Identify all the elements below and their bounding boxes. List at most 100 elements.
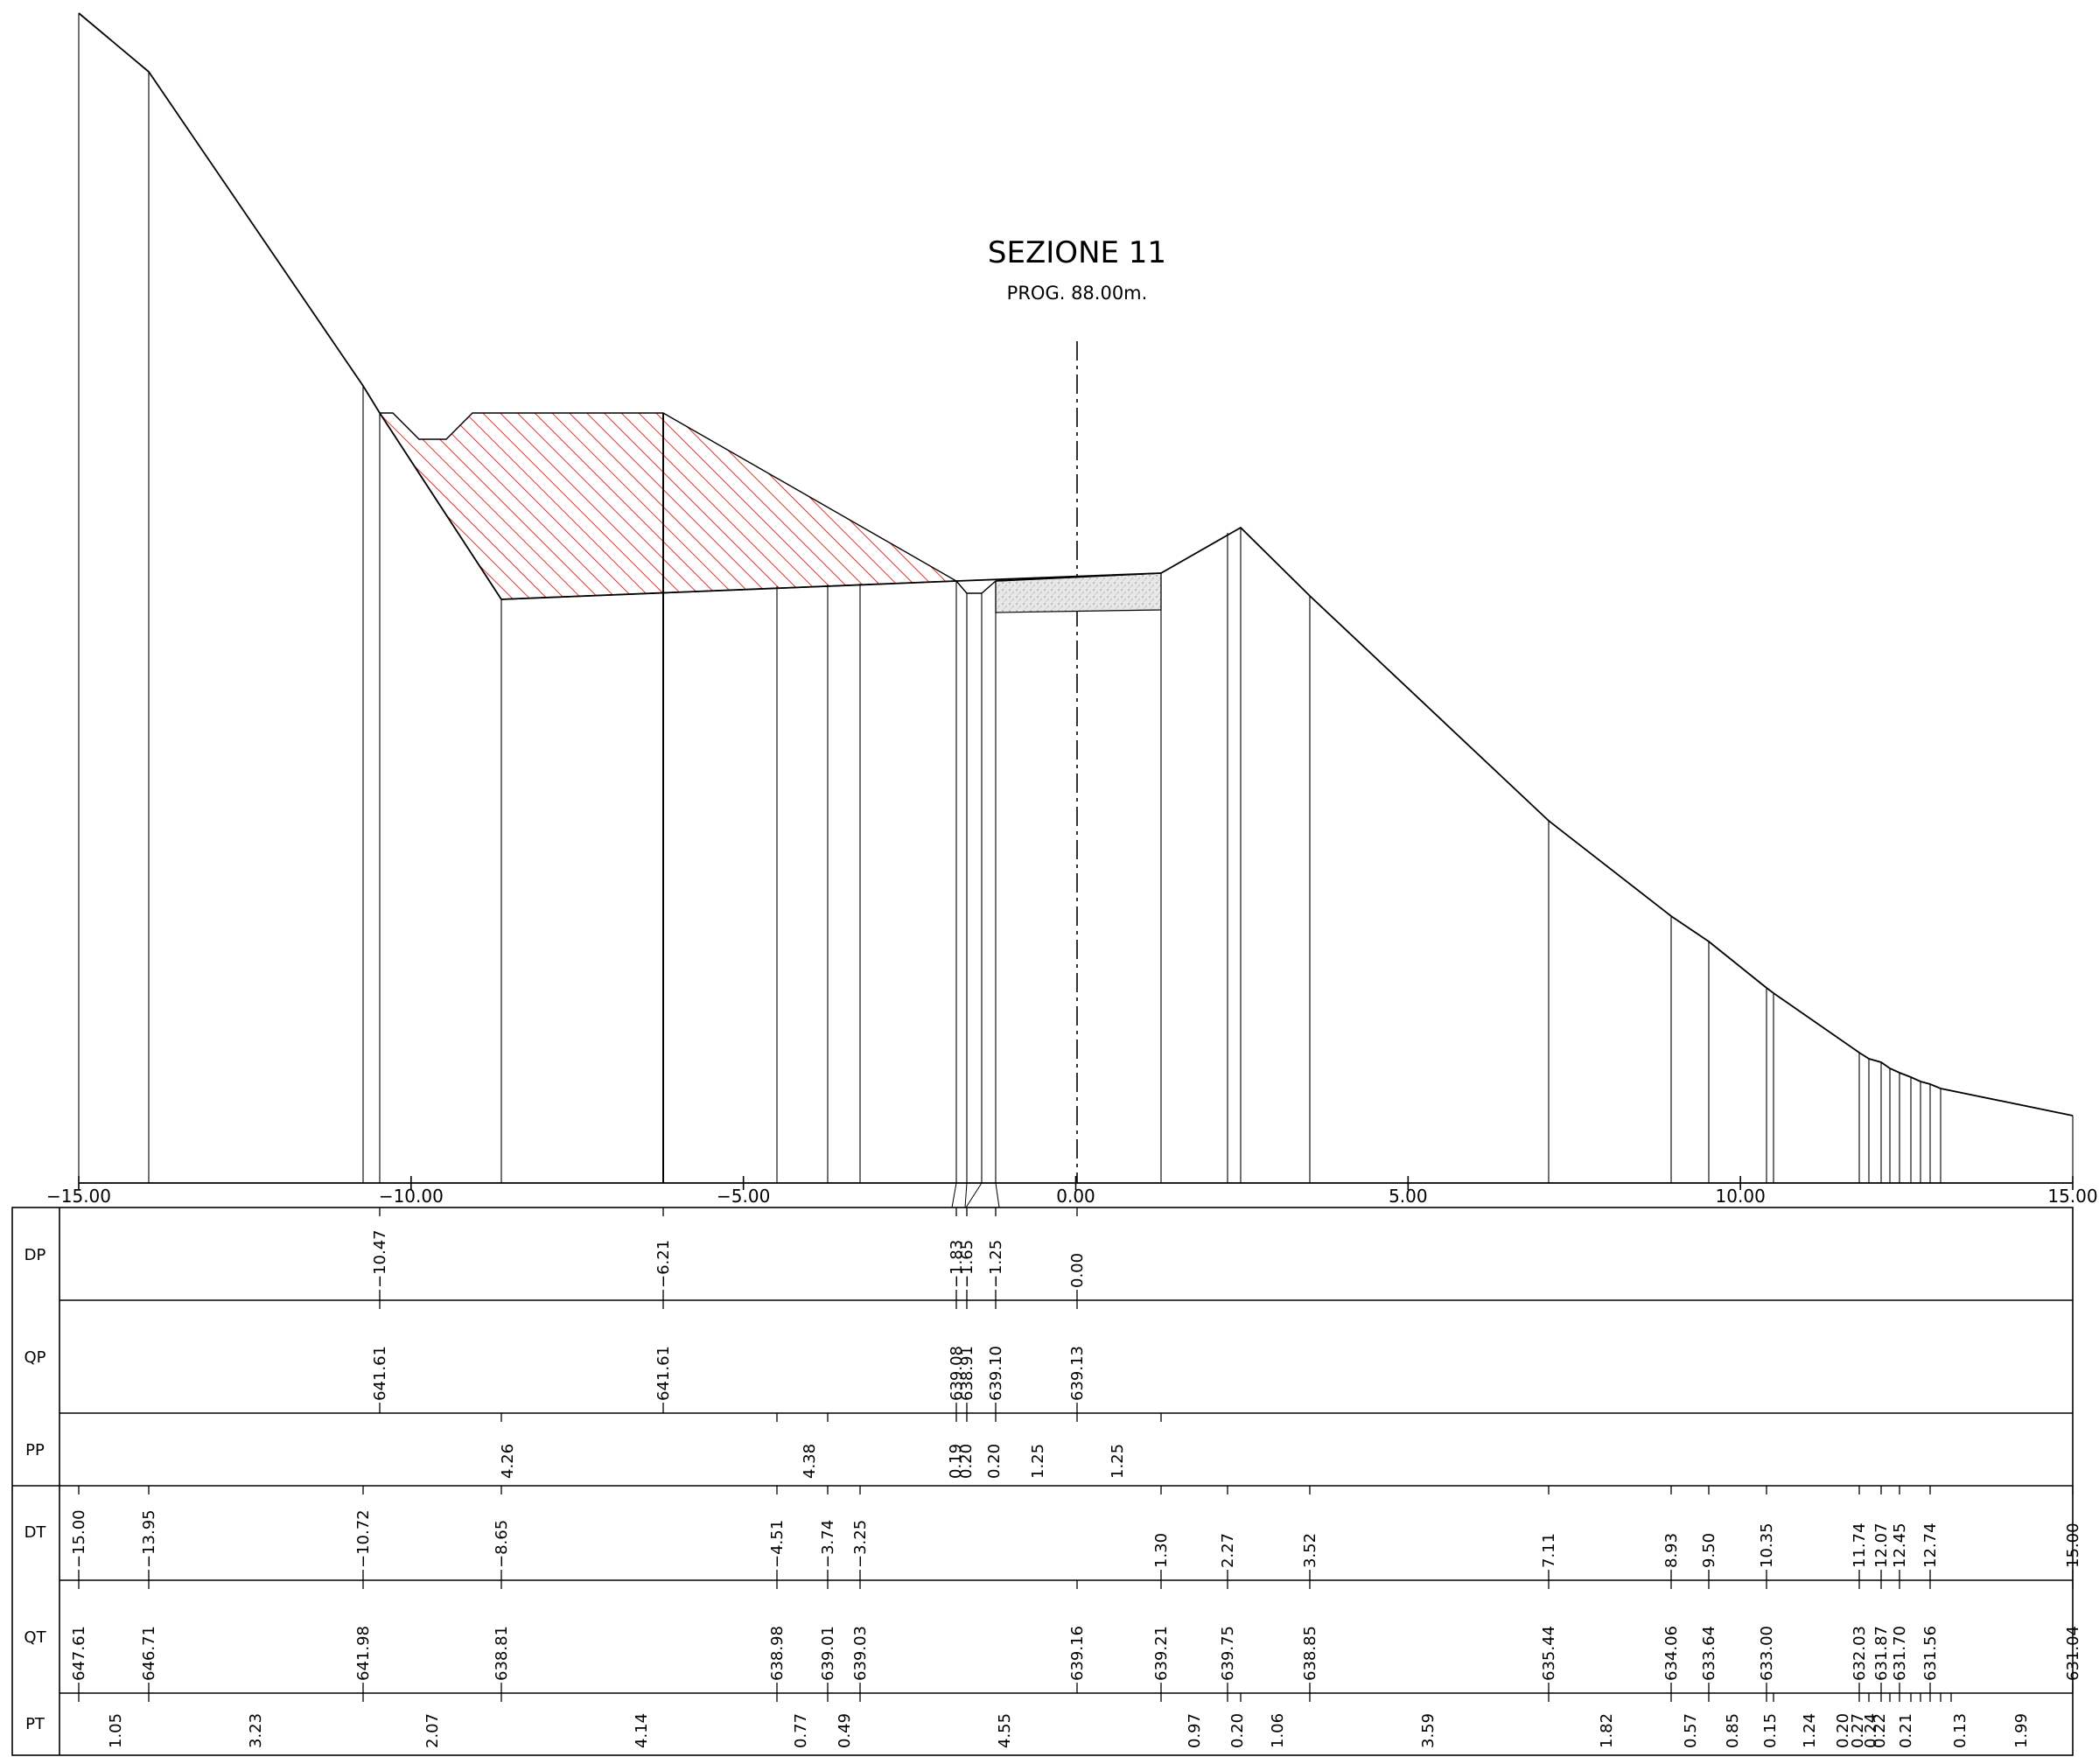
- row-value: 0.21: [1897, 1713, 1915, 1748]
- row-value: −1.25: [987, 1240, 1005, 1288]
- row-value: 0.20: [985, 1444, 1004, 1479]
- row-value: 639.01: [819, 1626, 837, 1681]
- row-value: 1.30: [1152, 1533, 1171, 1568]
- row-value: 639.03: [851, 1626, 870, 1681]
- section-title: SEZIONE 11: [988, 235, 1166, 270]
- row-value: 0.20: [957, 1444, 976, 1479]
- row-label-qt: QT: [24, 1628, 46, 1647]
- row-value: 12.45: [1891, 1522, 1909, 1568]
- row-label-pp: PP: [25, 1441, 45, 1460]
- row-value: 1.05: [107, 1713, 125, 1748]
- row-value: 638.81: [493, 1626, 511, 1681]
- cut-area-hatch: [378, 412, 959, 600]
- row-value: −3.74: [819, 1520, 837, 1568]
- row-values: −10.47 −6.21 −1.83−1.65 −1.25 0.00 641.61 641.…: [70, 1208, 2082, 1748]
- row-value: 4.55: [996, 1713, 1014, 1748]
- x-tick-label: 5.00: [1389, 1186, 1428, 1207]
- row-value: 0.20: [1834, 1713, 1852, 1748]
- row-value: 641.61: [654, 1346, 673, 1401]
- row-value: −10.47: [371, 1229, 389, 1288]
- row-value: 3.59: [1419, 1713, 1438, 1748]
- x-axis-ticks: −15.00 −10.00 −5.00 0.00 5.00 10.00 15.00: [46, 1176, 2098, 1207]
- row-value: 633.64: [1700, 1626, 1718, 1681]
- row-value: −1.83: [948, 1240, 966, 1288]
- row-value: 3.23: [247, 1713, 265, 1748]
- row-value: 646.71: [140, 1626, 158, 1681]
- row-value: 0.57: [1682, 1713, 1700, 1748]
- row-value: 3.52: [1301, 1533, 1319, 1568]
- row-value: 641.61: [371, 1346, 389, 1401]
- x-tick-label: −15.00: [46, 1186, 111, 1207]
- row-value: 0.19: [947, 1444, 965, 1479]
- row-value: 635.44: [1540, 1626, 1558, 1681]
- row-value: 632.03: [1851, 1626, 1869, 1681]
- row-value: 631.87: [1872, 1626, 1891, 1681]
- row-value: 631.70: [1891, 1626, 1909, 1681]
- row-value: 0.85: [1724, 1713, 1742, 1748]
- x-tick-label: −5.00: [717, 1186, 770, 1207]
- row-value: 1.99: [2012, 1713, 2031, 1748]
- row-value: 1.25: [1109, 1444, 1127, 1479]
- row-value: 7.11: [1540, 1533, 1558, 1568]
- section-subtitle: PROG. 88.00m.: [1007, 283, 1148, 304]
- row-value: 638.85: [1301, 1626, 1319, 1681]
- x-tick-label: 10.00: [1716, 1186, 1766, 1207]
- row-label-dt: DT: [24, 1523, 47, 1542]
- row-value: 8.93: [1662, 1533, 1681, 1568]
- row-label-dp: DP: [24, 1246, 46, 1264]
- x-tick-label: 0.00: [1056, 1186, 1095, 1207]
- row-value: 0.13: [1951, 1713, 1970, 1748]
- row-value: 639.08: [948, 1346, 966, 1401]
- row-value: 15.00: [2064, 1522, 2082, 1568]
- row-value: 0.97: [1186, 1713, 1204, 1748]
- row-value: 0.24: [1862, 1713, 1880, 1748]
- row-value: −3.25: [851, 1520, 870, 1568]
- row-value: 4.14: [633, 1713, 651, 1748]
- row-value: 639.75: [1219, 1626, 1237, 1681]
- vertical-lines: [78, 13, 2074, 1183]
- row-value: 0.49: [836, 1713, 854, 1748]
- row-value: −8.65: [493, 1520, 511, 1568]
- row-value: 0.15: [1761, 1713, 1780, 1748]
- row-value: 12.07: [1872, 1522, 1891, 1568]
- row-value: 1.24: [1801, 1713, 1819, 1748]
- row-value: 0.77: [792, 1713, 810, 1748]
- row-value: 0.00: [1068, 1253, 1087, 1288]
- row-value: 1.82: [1598, 1713, 1616, 1748]
- ditch-outline: [955, 580, 997, 594]
- row-value: −10.72: [354, 1509, 373, 1568]
- row-value: 1.06: [1269, 1713, 1287, 1748]
- row-value: −6.21: [654, 1240, 673, 1288]
- row-value: 631.04: [2064, 1626, 2082, 1681]
- row-value: −4.51: [768, 1520, 787, 1568]
- row-value: 641.98: [354, 1626, 373, 1681]
- row-value: 10.35: [1758, 1522, 1776, 1568]
- row-value: 638.91: [958, 1346, 976, 1401]
- row-value: 639.16: [1068, 1626, 1087, 1681]
- x-tick-label: −10.00: [379, 1186, 444, 1207]
- x-tick-label: 15.00: [2047, 1186, 2097, 1207]
- row-value: 11.74: [1851, 1522, 1869, 1568]
- row-value: 638.98: [768, 1626, 787, 1681]
- row-value: 12.74: [1921, 1522, 1940, 1568]
- row-value: 639.13: [1068, 1346, 1087, 1401]
- row-value: 0.27: [1849, 1713, 1867, 1748]
- row-value: 0.22: [1871, 1713, 1889, 1748]
- row-value: 4.38: [801, 1444, 819, 1479]
- row-value: 1.25: [1029, 1444, 1047, 1479]
- row-value: 647.61: [70, 1626, 88, 1681]
- row-value: 4.26: [499, 1444, 517, 1479]
- row-value: 9.50: [1700, 1533, 1718, 1568]
- row-value: 2.27: [1219, 1533, 1237, 1568]
- row-label-qp: QP: [24, 1348, 45, 1367]
- row-label-pt: PT: [25, 1715, 45, 1733]
- row-value: 639.21: [1152, 1626, 1171, 1681]
- row-value: 634.06: [1662, 1626, 1681, 1681]
- row-value: 639.10: [987, 1346, 1005, 1401]
- data-table: [11, 1182, 2074, 1756]
- row-value: 633.00: [1758, 1626, 1776, 1681]
- row-value: 631.56: [1921, 1626, 1940, 1681]
- row-value: −15.00: [70, 1509, 88, 1568]
